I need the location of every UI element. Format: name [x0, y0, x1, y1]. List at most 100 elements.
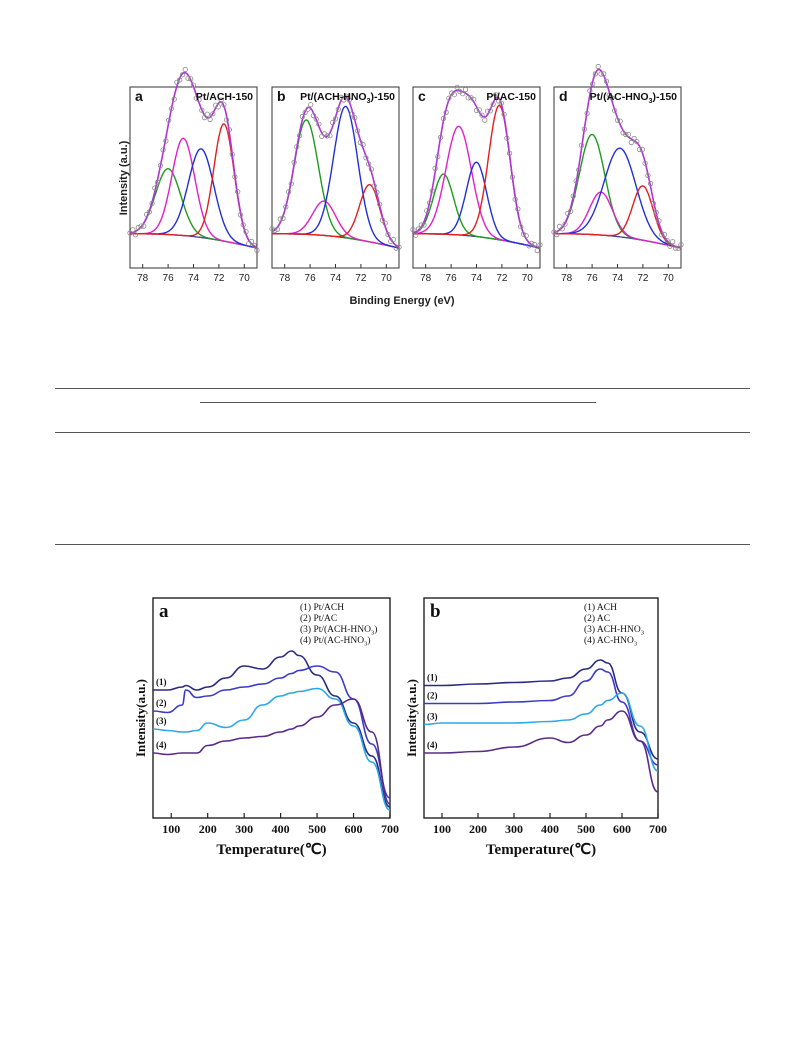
xps-x-tick-label: 72 — [355, 273, 367, 284]
xps-sample-label: Pt/AC-150 — [486, 91, 536, 103]
xps-data-point — [620, 130, 626, 136]
xps-data-point — [196, 97, 202, 103]
xps-data-point — [152, 185, 158, 191]
xps-peak-4 — [272, 183, 400, 248]
xps-figure: Intensity (a.u.) 78 76 74 72 70a Pt/ACH-15078… — [118, 63, 684, 307]
xps-data-point — [529, 240, 535, 246]
xps-x-tick-label: 76 — [305, 273, 317, 284]
tpd-panel-frame — [423, 597, 659, 819]
xps-data-point — [590, 81, 596, 87]
xps-data-point — [531, 241, 538, 248]
xps-peak-3 — [413, 161, 541, 249]
xps-data-point — [254, 247, 260, 253]
xps-panel-a: 78 76 74 72 70 a Pt/ACH-150 — [127, 66, 260, 284]
xps-data-point — [141, 223, 147, 229]
xps-x-label: Binding Energy (eV) — [349, 295, 454, 307]
xps-x-tick-label: 70 — [239, 273, 251, 284]
xps-panel-letter: d — [559, 88, 568, 104]
xps-x-tick-label: 78 — [420, 273, 432, 284]
xps-data-point — [534, 248, 540, 254]
xps-data-point — [460, 91, 466, 97]
xps-data-point — [418, 222, 424, 228]
xps-data-point — [515, 206, 521, 212]
tpd-x-tick-label: 300 — [235, 822, 253, 836]
xps-data-point — [285, 189, 292, 195]
xps-data-point — [468, 95, 474, 101]
xps-data-point — [221, 102, 227, 108]
tpd-x-tick-label: 100 — [162, 822, 180, 836]
xps-data-point — [171, 96, 177, 102]
xps-peak-1 — [412, 173, 541, 249]
xps-data-point — [379, 217, 385, 223]
xps-data-point — [603, 78, 610, 84]
xps-data-point — [609, 95, 615, 101]
xps-data-point — [207, 116, 213, 123]
xps-peak-2 — [554, 191, 682, 249]
xps-data-point — [363, 155, 369, 161]
xps-data-point — [138, 223, 144, 229]
xps-envelope — [271, 95, 400, 248]
table-header-rule — [55, 432, 750, 433]
xps-data-point — [135, 224, 141, 231]
tpd-panel-frame — [152, 597, 391, 819]
xps-data-point — [374, 189, 380, 195]
xps-data-point — [324, 133, 330, 139]
xps-data-point — [581, 126, 588, 132]
tpd-x-label: Temperature(℃) — [486, 842, 596, 858]
tpd-x-tick-label: 600 — [345, 822, 363, 836]
tpd-series-label: (1) — [156, 677, 167, 687]
xps-data-point — [316, 121, 322, 127]
tpd-legend-entry: (2) Pt/AC — [300, 613, 337, 624]
tpd-series-label: (4) — [156, 740, 167, 750]
xps-data-point — [437, 134, 444, 140]
xps-data-point — [365, 161, 372, 167]
xps-peak-4 — [130, 123, 258, 249]
xps-data-point — [280, 215, 286, 221]
xps-x-tick-label: 74 — [471, 273, 483, 284]
xps-data-point — [193, 95, 199, 101]
xps-data-point — [570, 193, 576, 199]
tpd-series-4 — [424, 710, 659, 793]
xps-data-point — [185, 75, 191, 81]
xps-data-point — [506, 150, 513, 156]
xps-data-point — [484, 108, 491, 114]
tpd-x-tick-label: 200 — [469, 822, 487, 836]
tpd-panel-letter: a — [159, 601, 169, 622]
xps-data-point — [155, 179, 161, 185]
tpd-legend-entry: (3) ACH-HNO3 — [584, 624, 644, 637]
xps-panel-c: 78 76 74 72 70 c Pt/AC-150 — [410, 84, 543, 284]
tpd-x-label: Temperature(℃) — [216, 842, 326, 858]
xps-x-tick-label: 70 — [522, 273, 534, 284]
xps-data-point — [382, 220, 388, 226]
xps-data-point — [659, 232, 665, 238]
xps-data-point — [410, 227, 416, 233]
xps-data-point — [132, 232, 139, 238]
xps-data-point — [628, 139, 634, 146]
xps-data-point — [310, 113, 316, 119]
xps-data-point — [308, 102, 314, 108]
xps-sample-label: Pt/ACH-150 — [196, 91, 253, 103]
xps-panel-letter: b — [277, 88, 286, 104]
tpd-x-tick-label: 400 — [272, 822, 290, 836]
xps-panel-d: 78 76 74 72 70 d Pt/(AC-HNO3)-150 — [551, 63, 684, 284]
xps-data-point — [291, 159, 297, 165]
xps-peak-4 — [554, 185, 682, 249]
tpd-series-2 — [424, 668, 659, 766]
xps-data-point — [479, 112, 485, 118]
tpd-series-label: (3) — [156, 716, 167, 726]
xps-data-point — [229, 151, 235, 157]
xps-data-point — [396, 244, 402, 250]
xps-data-point — [493, 92, 499, 98]
table-placeholder — [0, 380, 793, 560]
xps-data-point — [578, 142, 585, 148]
xps-data-point — [224, 117, 230, 123]
xps-data-point — [201, 115, 208, 121]
xps-data-point — [163, 138, 169, 144]
table-bottom-rule — [55, 544, 750, 545]
xps-data-point — [199, 107, 205, 113]
tpd-x-tick-label: 700 — [649, 822, 667, 836]
xps-peak-2 — [272, 200, 400, 249]
xps-data-point — [168, 106, 174, 112]
tpd-x-tick-label: 200 — [199, 822, 217, 836]
xps-data-point — [354, 128, 361, 134]
